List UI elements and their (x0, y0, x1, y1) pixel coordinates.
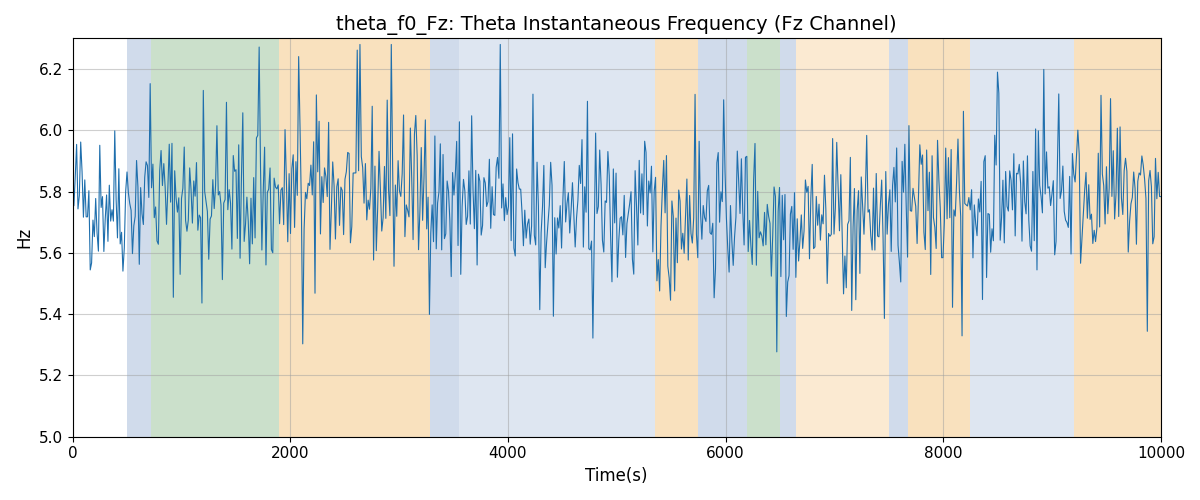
X-axis label: Time(s): Time(s) (586, 467, 648, 485)
Bar (1074, 38, 1160, 436)
Bar (280, 38, 430, 436)
Bar (908, 38, 971, 436)
Title: theta_f0_Fz: Theta Instantaneous Frequency (Fz Channel): theta_f0_Fz: Theta Instantaneous Frequen… (336, 15, 898, 35)
Bar (780, 38, 797, 436)
Bar (458, 38, 655, 436)
Bar (698, 38, 748, 436)
Bar (151, 38, 280, 436)
Bar (889, 38, 908, 436)
Bar (655, 38, 698, 436)
Bar (430, 38, 458, 436)
Bar (797, 38, 889, 436)
Y-axis label: Hz: Hz (14, 227, 32, 248)
Bar (127, 38, 151, 436)
Bar (748, 38, 780, 436)
Bar (971, 38, 1074, 436)
